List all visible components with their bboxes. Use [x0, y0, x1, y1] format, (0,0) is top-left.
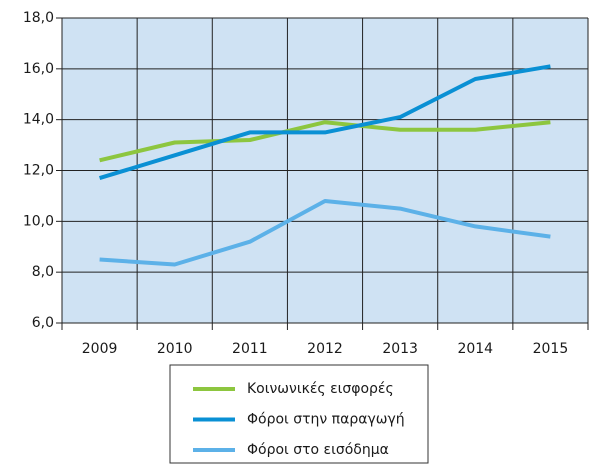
x-tick-label: 2015: [533, 341, 569, 357]
x-tick-label: 2012: [307, 341, 343, 357]
legend-label: Φόροι στην παραγωγή: [247, 412, 405, 428]
series-line: [99, 64, 551, 181]
legend-box: [169, 364, 429, 464]
series-line: [99, 199, 551, 267]
y-tick-label: 16,0: [23, 61, 54, 77]
y-tick-label: 8,0: [32, 264, 54, 280]
y-tick-label: 10,0: [23, 213, 54, 229]
legend-label: Φόροι στο εισόδημα: [247, 442, 389, 458]
x-tick-label: 2011: [232, 341, 268, 357]
y-tick-label: 14,0: [23, 112, 54, 128]
x-tick-label: 2009: [82, 341, 118, 357]
x-tick-label: 2010: [157, 341, 193, 357]
x-tick-label: 2013: [382, 341, 418, 357]
series-line: [99, 120, 551, 163]
y-tick-label: 18,0: [23, 10, 54, 26]
x-tick-label: 2014: [457, 341, 493, 357]
y-tick-label: 12,0: [23, 163, 54, 179]
y-tick-label: 6,0: [32, 315, 54, 331]
legend-label: Κοινωνικές εισφορές: [247, 381, 394, 397]
